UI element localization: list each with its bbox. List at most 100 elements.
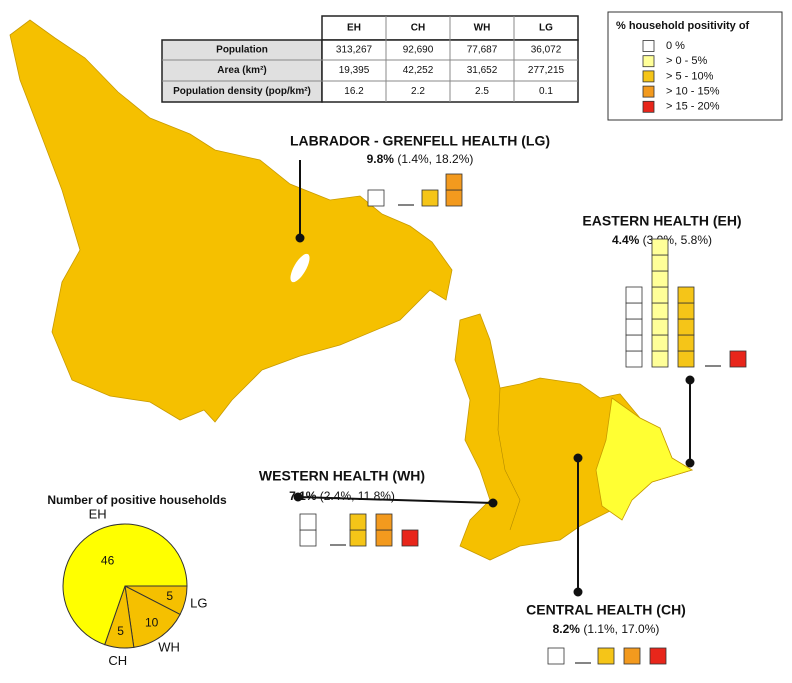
count-square [625,350,643,368]
count-square [625,286,643,304]
count-square [677,302,695,320]
table-column-header: CH [411,23,425,34]
pie-value: 46 [101,554,115,568]
count-stack [401,529,419,547]
table-cell: 19,395 [339,65,370,76]
pins [293,160,695,597]
table-cell: 36,072 [531,45,562,56]
pie-label: WH [158,639,180,654]
count-square [547,647,565,665]
rate: 9.8% [367,152,395,166]
region-title: CENTRAL HEALTH (CH) [526,602,686,618]
legend-label: > 15 - 20% [666,101,720,113]
count-square [651,286,669,304]
count-square [651,334,669,352]
region-rate: 7.1% (2.4%, 11.8%) [289,489,395,503]
table-cell: 313,267 [336,45,373,56]
count-square [299,529,317,547]
legend-swatch [642,70,655,83]
region-title: EASTERN HEALTH (EH) [582,213,741,229]
count-stack [375,513,393,547]
pie-label: CH [108,653,127,668]
count-square [623,647,641,665]
count-square [375,529,393,547]
table-row-label: Population [216,45,268,56]
pie-value: 5 [117,624,124,638]
labrador [9,19,453,423]
count-square [625,318,643,336]
map [9,19,693,561]
table-column-header: WH [474,23,491,34]
legend-swatch [642,40,655,52]
table-column-header: LG [539,23,553,34]
count-square [445,173,463,191]
legend-title: % household positivity of [616,20,750,32]
count-square [651,318,669,336]
table-row-label: Area (km²) [217,65,266,76]
legend-box [607,11,783,121]
region-rate: 8.2% (1.1%, 17.0%) [553,622,660,636]
count-square [677,286,695,304]
count-square [677,318,695,336]
count-stack [421,189,439,207]
interval: (2.4%, 11.8%) [320,489,395,503]
count-square [651,238,669,256]
region-boundary [497,387,521,531]
count-stack [625,286,643,368]
table-cell: 31,652 [467,65,498,76]
count-square [651,270,669,288]
count-stack [547,647,565,665]
region-title: LABRADOR - GRENFELL HEALTH (LG) [290,133,550,149]
pie-value: 10 [145,616,159,630]
table-cell: 92,690 [403,45,434,56]
legend-swatch [642,100,655,113]
eastern-region [595,397,693,521]
count-stack [299,513,317,547]
count-square [625,302,643,320]
table-cell: 77,687 [467,45,498,56]
count-stack [677,286,695,368]
legend-label: > 10 - 15% [666,86,720,98]
legend-label: 0 % [666,40,685,52]
table-cell: 277,215 [528,65,565,76]
pin-line [297,496,494,504]
interval: (1.4%, 18.2%) [397,152,473,166]
count-square [375,513,393,531]
pie-title: Number of positive households [47,493,227,507]
count-stack [623,647,641,665]
rate: 7.1% [289,489,317,503]
table-cell: 2.2 [411,86,425,97]
count-square [677,350,695,368]
count-square [401,529,419,547]
pie-slice [62,523,188,646]
legend-swatch [642,55,655,68]
count-stack [367,189,385,207]
region-title: WESTERN HEALTH (WH) [259,468,425,484]
count-square [421,189,439,207]
count-stack [597,647,615,665]
pie-slice [124,585,181,648]
count-stack [651,238,669,368]
count-stack [649,647,667,665]
table-cell: 0.1 [539,86,553,97]
count-square [729,350,747,368]
region-rate: 9.8% (1.4%, 18.2%) [367,152,474,166]
table-column-header: EH [347,23,361,34]
pin-dot [488,498,498,508]
count-square [349,513,367,531]
count-square [651,350,669,368]
legend-swatch [642,85,655,98]
count-stack [729,350,747,368]
lake [290,253,310,283]
pin-dot [295,233,305,243]
rate: 4.4% [612,233,640,247]
count-square [625,334,643,352]
table-cell: 42,252 [403,65,434,76]
count-stack [349,513,367,547]
table-row-label: Population density (pop/km²) [173,86,311,97]
table-cell: 16.2 [344,86,364,97]
pie-value: 5 [166,589,173,603]
count-square [677,334,695,352]
count-square [597,647,615,665]
